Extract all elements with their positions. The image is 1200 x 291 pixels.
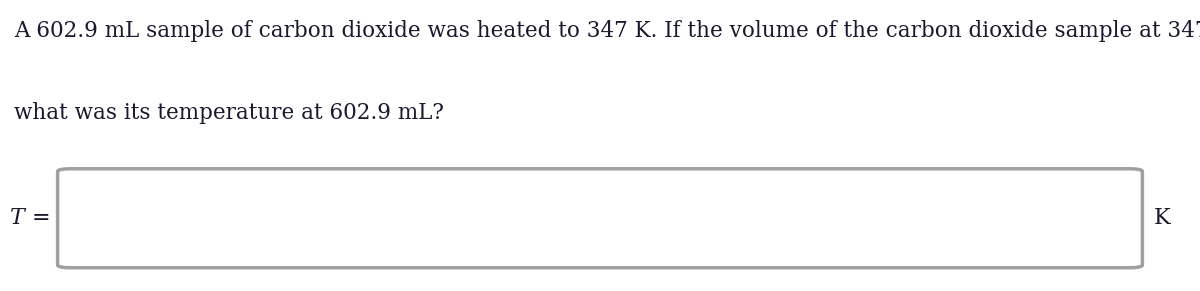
Text: what was its temperature at 602.9 mL?: what was its temperature at 602.9 mL? bbox=[14, 102, 444, 124]
Text: A 602.9 mL sample of carbon dioxide was heated to 347 K. If the volume of the ca: A 602.9 mL sample of carbon dioxide was … bbox=[14, 20, 1200, 42]
Text: K: K bbox=[1153, 207, 1170, 229]
FancyBboxPatch shape bbox=[58, 169, 1142, 268]
Text: T =: T = bbox=[10, 207, 50, 229]
